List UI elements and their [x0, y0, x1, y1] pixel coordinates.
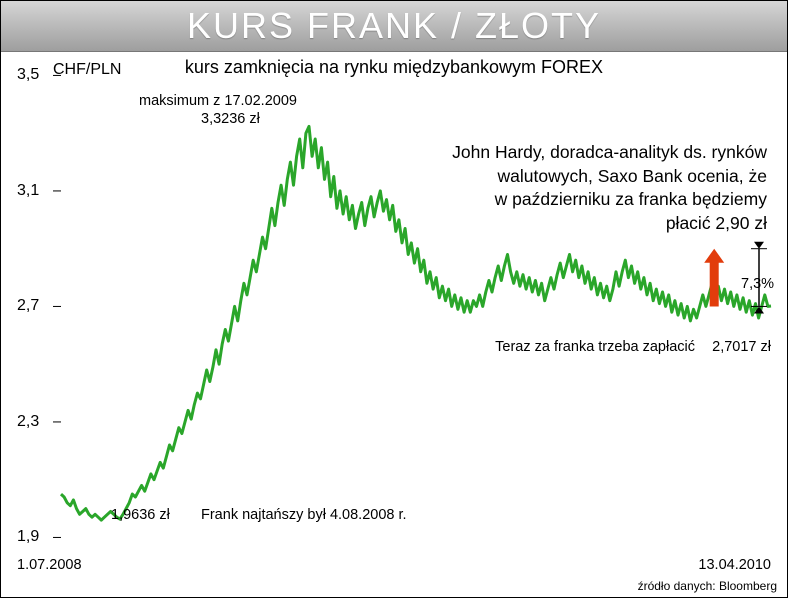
peak-label-line1: maksimum z 17.02.2009	[139, 93, 297, 109]
peak-label-value: 3,3236 zł	[201, 111, 260, 127]
analyst-commentary: John Hardy, doradca-analityk ds. rynków …	[307, 141, 767, 236]
main-title: KURS FRANK / ZŁOTY	[187, 1, 601, 51]
data-source: źródło danych: Bloomberg	[638, 579, 777, 593]
current-price-value: 2,7017 zł	[712, 339, 771, 355]
y-tick-label: 3,5	[17, 66, 39, 84]
commentary-line: walutowych, Saxo Bank ocenia, że	[498, 166, 767, 186]
y-tick-label: 3,1	[17, 182, 39, 200]
y-tick-label: 1,9	[17, 528, 39, 546]
commentary-line: John Hardy, doradca-analityk ds. rynków	[452, 142, 767, 162]
x-end-label: 13.04.2010	[698, 557, 771, 573]
percent-label: 7,3%	[741, 276, 774, 292]
chart-canvas	[1, 51, 788, 581]
subtitle: kurs zamknięcia na rynku międzybankowym …	[1, 57, 787, 78]
x-start-label: 1.07.2008	[17, 557, 82, 573]
current-price-label: Teraz za franka trzeba zapłacić	[495, 339, 695, 355]
y-tick-label: 2,7	[17, 297, 39, 315]
commentary-line: płacić 2,90 zł	[666, 213, 767, 233]
commentary-line: w październiku za franka będziemy	[495, 189, 767, 209]
title-bar: KURS FRANK / ZŁOTY	[1, 1, 787, 52]
y-tick-label: 2,3	[17, 413, 39, 431]
low-value-label: 1,9636 zł	[111, 507, 170, 523]
low-text-label: Frank najtańszy był 4.08.2008 r.	[201, 507, 407, 523]
